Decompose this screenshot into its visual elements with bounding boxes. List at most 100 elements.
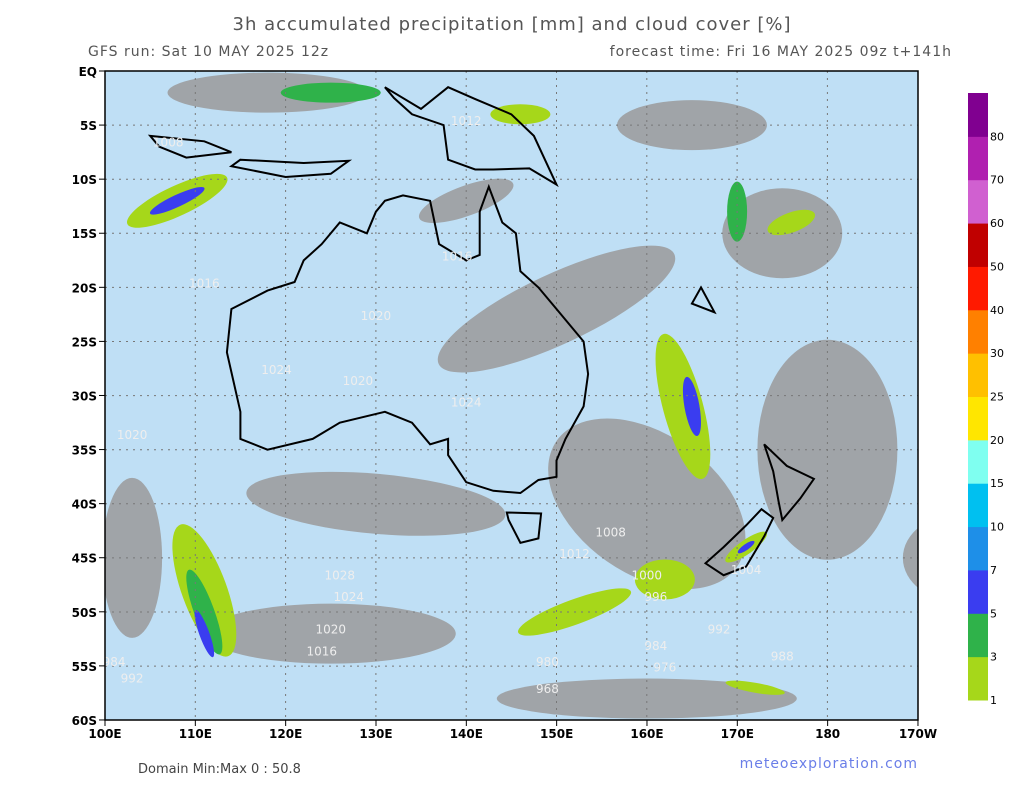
lon-label: 170W xyxy=(899,727,937,741)
isobar-label: 1016 xyxy=(442,249,473,263)
lat-label: 40S xyxy=(72,498,97,512)
lon-label: 120E xyxy=(269,727,302,741)
colorbar-label: 20 xyxy=(990,434,1004,447)
isobar-label: 1012 xyxy=(451,114,482,128)
colorbar-swatch xyxy=(968,179,988,224)
lon-label: 150E xyxy=(540,727,573,741)
lon-label: 140E xyxy=(450,727,483,741)
coastline xyxy=(228,158,353,179)
isobar-label: 1000 xyxy=(632,569,663,583)
colorbar-label: 5 xyxy=(990,607,997,620)
cloud-area xyxy=(616,100,767,151)
run-time: GFS run: Sat 10 MAY 2025 12z xyxy=(88,44,329,60)
colorbar-swatch xyxy=(968,526,988,571)
isobar-label: 1024 xyxy=(334,590,365,604)
colorbar-swatch xyxy=(968,396,988,441)
colorbar-label: 60 xyxy=(990,217,1004,230)
isobar-label: 1016 xyxy=(306,644,337,658)
lon-label: 180 xyxy=(815,727,840,741)
colorbar-swatch xyxy=(968,309,988,354)
isobar-label: 992 xyxy=(708,623,731,637)
colorbar-swatch xyxy=(968,656,988,701)
colorbar-label: 50 xyxy=(990,260,1004,273)
colorbar-label: 7 xyxy=(990,564,997,577)
forecast-time: forecast time: Fri 16 MAY 2025 09z t+141… xyxy=(610,44,952,60)
lon-label: 100E xyxy=(88,727,121,741)
precip-area xyxy=(634,559,695,600)
coastline xyxy=(225,183,590,495)
isobar-label: 1020 xyxy=(361,309,392,323)
precip-area xyxy=(737,540,755,554)
colorbar-label: 25 xyxy=(990,391,1004,404)
precip-area xyxy=(725,680,785,695)
colorbar-swatch xyxy=(968,93,988,137)
cloud-area xyxy=(167,72,368,113)
colorbar-label: 40 xyxy=(990,304,1004,317)
colorbar-label: 80 xyxy=(990,130,1004,143)
lon-label: 170E xyxy=(721,727,754,741)
isobar-label: 1020 xyxy=(117,428,148,442)
lon-label: 110E xyxy=(179,727,212,741)
lat-label: 15S xyxy=(72,227,97,241)
lat-label: EQ xyxy=(79,65,97,79)
cloud-area xyxy=(205,603,456,664)
title: 3h accumulated precipitation [mm] and cl… xyxy=(233,14,792,35)
lat-label: 50S xyxy=(72,606,97,620)
lat-label: 55S xyxy=(72,660,97,674)
isobar-label: 1016 xyxy=(189,276,220,290)
isobar-label: 1008 xyxy=(595,525,626,539)
graticule xyxy=(105,71,918,720)
colorbar-label: 10 xyxy=(990,521,1004,534)
isobar-label: 976 xyxy=(653,661,676,675)
coastline xyxy=(763,443,816,523)
precip-area xyxy=(655,333,711,480)
colorbar-label: 30 xyxy=(990,347,1004,360)
precip-area xyxy=(194,610,215,658)
site-name: meteoexploration.com xyxy=(740,756,918,772)
isobar-labels: 1008 1012 1016 1016 1020 1024 1020 1024 1020 1028… xyxy=(103,114,794,696)
colorbar-swatch xyxy=(968,613,988,658)
precip-area xyxy=(767,209,816,236)
map: 1008 1012 1016 1016 1020 1024 1020 1024 1020 1028… xyxy=(103,71,918,720)
colorbar-label: 70 xyxy=(990,174,1004,187)
lon-label: 160E xyxy=(630,727,663,741)
isobar-label: 968 xyxy=(536,682,559,696)
lat-label: 10S xyxy=(72,173,97,187)
isobar-label: 1004 xyxy=(731,563,762,577)
isobar-label: 980 xyxy=(536,655,559,669)
isobar-label: 988 xyxy=(771,650,794,664)
colorbar-swatch xyxy=(968,223,988,267)
colorbar-swatch xyxy=(968,353,988,397)
cloud-area xyxy=(496,678,797,719)
coastline xyxy=(384,86,559,188)
axes: EQ5S10S15S20S25S30S35S40S45S50S55S60S100… xyxy=(72,65,937,741)
isobar-label: 992 xyxy=(121,671,144,685)
coastlines xyxy=(147,86,816,577)
cloud-area xyxy=(902,528,918,588)
cloud-area xyxy=(246,471,506,536)
colorbar-label: 3 xyxy=(990,651,997,664)
lat-label: 20S xyxy=(72,281,97,295)
colorbar-swatch xyxy=(968,266,988,311)
isobar-label: 1020 xyxy=(315,623,346,637)
cloud-cover xyxy=(105,72,918,719)
coastline xyxy=(147,134,232,159)
isobar-label: 984 xyxy=(103,655,126,669)
lat-label: 35S xyxy=(72,444,97,458)
colorbar-swatch xyxy=(968,439,988,484)
domain-minmax: Domain Min:Max 0 : 50.8 xyxy=(138,762,301,777)
coastline xyxy=(690,285,717,315)
isobar-label: 984 xyxy=(644,639,667,653)
lat-label: 60S xyxy=(72,714,97,728)
lat-label: 30S xyxy=(72,389,97,403)
precip-area xyxy=(280,82,381,103)
precip-area xyxy=(682,376,701,436)
precip-area xyxy=(490,104,551,125)
lat-label: 5S xyxy=(80,119,97,133)
colorbar-swatch xyxy=(968,483,988,528)
lat-label: 25S xyxy=(72,335,97,349)
isobar-label: 1024 xyxy=(451,395,482,409)
isobar-label: 1020 xyxy=(343,374,374,388)
colorbar-label: 1 xyxy=(990,694,997,707)
